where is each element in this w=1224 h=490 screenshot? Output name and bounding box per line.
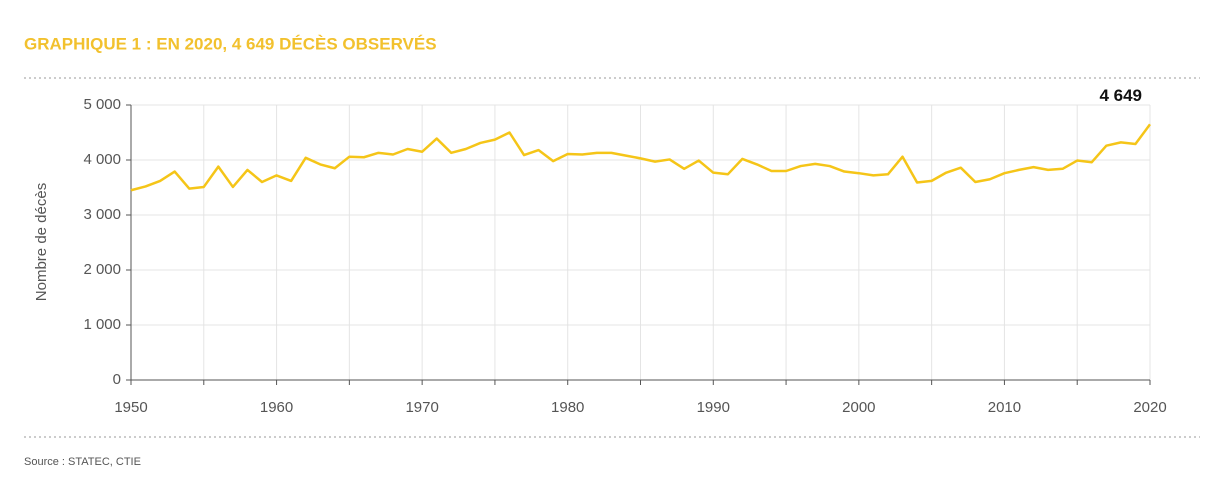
y-tick-label: 5 000 [83, 96, 121, 113]
y-tick-label: 0 [113, 371, 121, 388]
x-tick-label: 1960 [260, 399, 293, 416]
x-tick-label: 2010 [988, 399, 1021, 416]
annotation: 4 649 [1099, 86, 1142, 105]
y-tick-label: 2 000 [83, 261, 121, 278]
x-tick-label: 1970 [405, 399, 438, 416]
x-tick-label: 2020 [1133, 399, 1166, 416]
chart-title: GRAPHIQUE 1 : EN 2020, 4 649 DÉCÈS OBSER… [24, 34, 437, 53]
x-tick-label: 2000 [842, 399, 875, 416]
y-axis-label: Nombre de décès [33, 183, 50, 301]
y-tick-label: 3 000 [83, 206, 121, 223]
y-tick-label: 4 000 [83, 151, 121, 168]
line [130, 123, 1152, 192]
x-tick-label: 1980 [551, 399, 584, 416]
x-tick-label: 1990 [697, 399, 730, 416]
y-tick-label: 1 000 [83, 316, 121, 333]
source: Source : STATEC, CTIE [24, 456, 141, 468]
x-tick-label: 1950 [114, 399, 147, 416]
